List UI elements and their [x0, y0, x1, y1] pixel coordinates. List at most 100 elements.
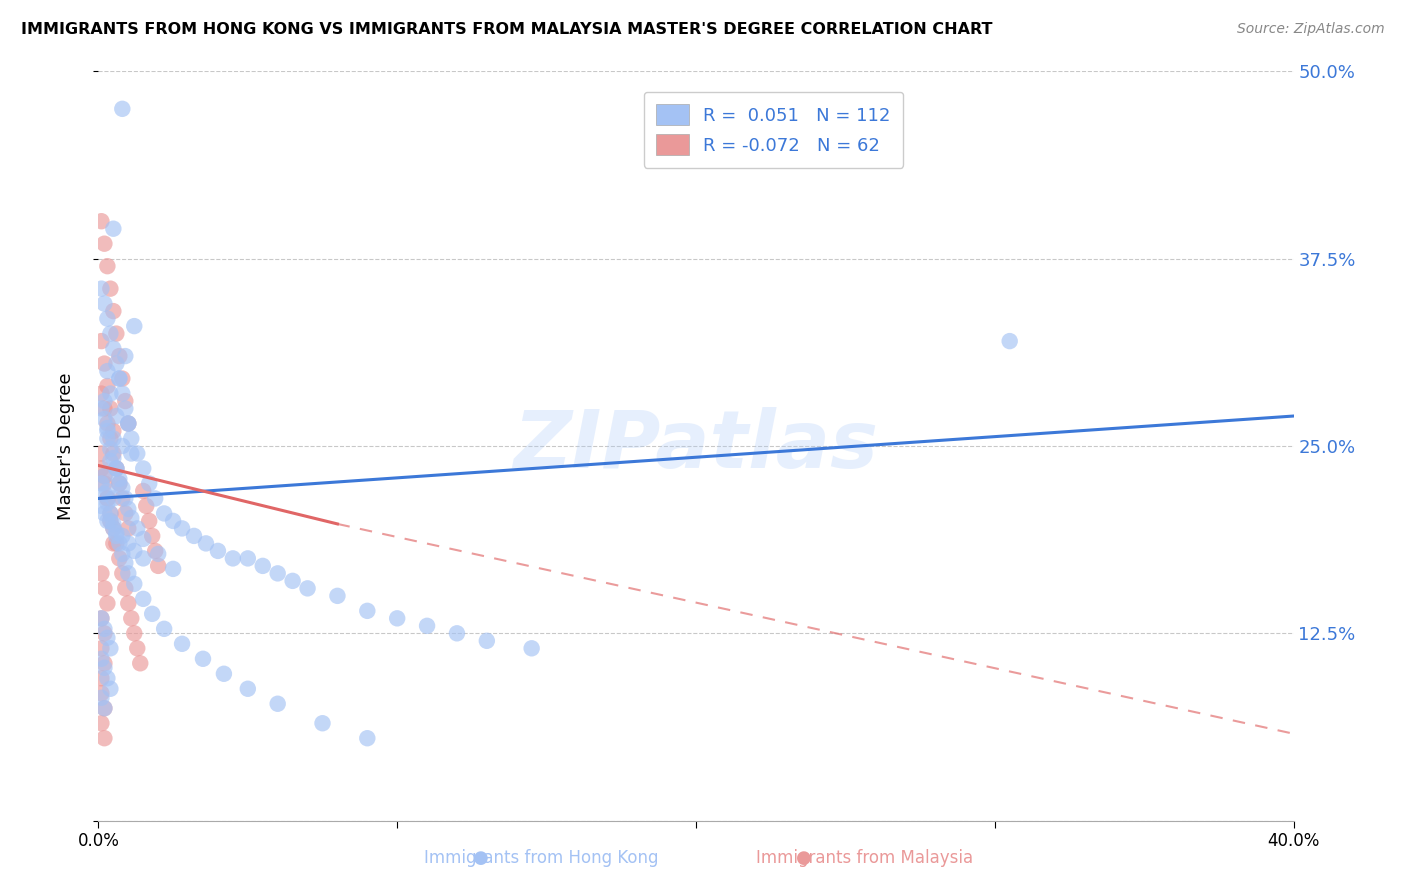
Point: [93, 701, 115, 715]
Point: [135, 499, 157, 513]
Point: [103, 521, 125, 535]
Point: [129, 657, 152, 671]
Point: [117, 417, 139, 431]
Point: [114, 394, 136, 409]
Point: [356, 731, 378, 746]
Point: [90, 476, 112, 491]
Point: [267, 697, 290, 711]
Point: [98, 432, 122, 446]
Point: [96, 379, 118, 393]
Point: [236, 551, 259, 566]
Point: [93, 401, 115, 416]
Point: [127, 641, 149, 656]
Point: [127, 521, 149, 535]
Point: [105, 536, 128, 550]
Y-axis label: Master's Degree: Master's Degree: [56, 372, 75, 520]
Point: [93, 582, 115, 596]
Point: [108, 472, 131, 486]
Point: [138, 476, 160, 491]
Point: [117, 521, 139, 535]
Point: [141, 529, 163, 543]
Point: [96, 311, 118, 326]
Point: [132, 591, 155, 606]
Point: [117, 417, 139, 431]
Point: [96, 671, 118, 685]
Point: [138, 514, 160, 528]
Point: [96, 514, 118, 528]
Point: [148, 547, 170, 561]
Point: [120, 511, 142, 525]
Point: [96, 259, 118, 273]
Point: [143, 544, 166, 558]
Point: [93, 469, 115, 483]
Point: [114, 401, 136, 416]
Point: [162, 514, 184, 528]
Point: [998, 334, 1021, 348]
Point: [111, 102, 134, 116]
Point: [120, 446, 142, 460]
Point: [132, 551, 155, 566]
Point: [98, 641, 122, 656]
Point: [90, 214, 112, 228]
Point: [103, 424, 125, 438]
Point: [105, 461, 128, 475]
Point: [172, 521, 194, 535]
Point: [132, 461, 155, 475]
Point: [96, 424, 118, 438]
Point: [520, 641, 543, 656]
Point: [114, 582, 136, 596]
Point: [281, 574, 304, 588]
Point: [93, 476, 115, 491]
Point: [111, 439, 134, 453]
Point: [111, 547, 134, 561]
Point: [93, 357, 115, 371]
Point: [93, 507, 115, 521]
Point: [114, 507, 136, 521]
Point: [132, 532, 155, 546]
Point: [93, 626, 115, 640]
Point: [108, 371, 131, 385]
Point: [108, 551, 131, 566]
Point: [93, 731, 115, 746]
Point: [98, 514, 122, 528]
Point: [111, 371, 134, 385]
Point: [93, 296, 115, 310]
Text: Immigrants from Hong Kong: Immigrants from Hong Kong: [425, 849, 658, 867]
Point: [96, 491, 118, 506]
Point: [93, 657, 115, 671]
Point: [90, 282, 112, 296]
Point: [90, 690, 112, 705]
Point: [195, 536, 218, 550]
Text: ●: ●: [472, 849, 489, 867]
Point: [117, 596, 139, 610]
Point: [124, 626, 146, 640]
Point: [141, 607, 163, 621]
Point: [114, 491, 136, 506]
Point: [105, 461, 128, 475]
Point: [98, 454, 122, 468]
Point: [90, 446, 112, 460]
Point: [117, 566, 139, 581]
Point: [93, 701, 115, 715]
Point: [103, 491, 125, 506]
Point: [105, 326, 128, 341]
Text: IMMIGRANTS FROM HONG KONG VS IMMIGRANTS FROM MALAYSIA MASTER'S DEGREE CORRELATIO: IMMIGRANTS FROM HONG KONG VS IMMIGRANTS …: [21, 22, 993, 37]
Point: [98, 326, 122, 341]
Point: [105, 529, 128, 543]
Point: [98, 507, 122, 521]
Point: [207, 544, 229, 558]
Point: [143, 491, 166, 506]
Point: [356, 604, 378, 618]
Point: [105, 357, 128, 371]
Point: [103, 221, 125, 235]
Point: [172, 637, 194, 651]
Point: [111, 386, 134, 401]
Point: [90, 641, 112, 656]
Text: ZIPatlas: ZIPatlas: [513, 407, 879, 485]
Point: [148, 558, 170, 573]
Point: [111, 529, 134, 543]
Point: [127, 446, 149, 460]
Point: [90, 566, 112, 581]
Point: [114, 349, 136, 363]
Point: [96, 417, 118, 431]
